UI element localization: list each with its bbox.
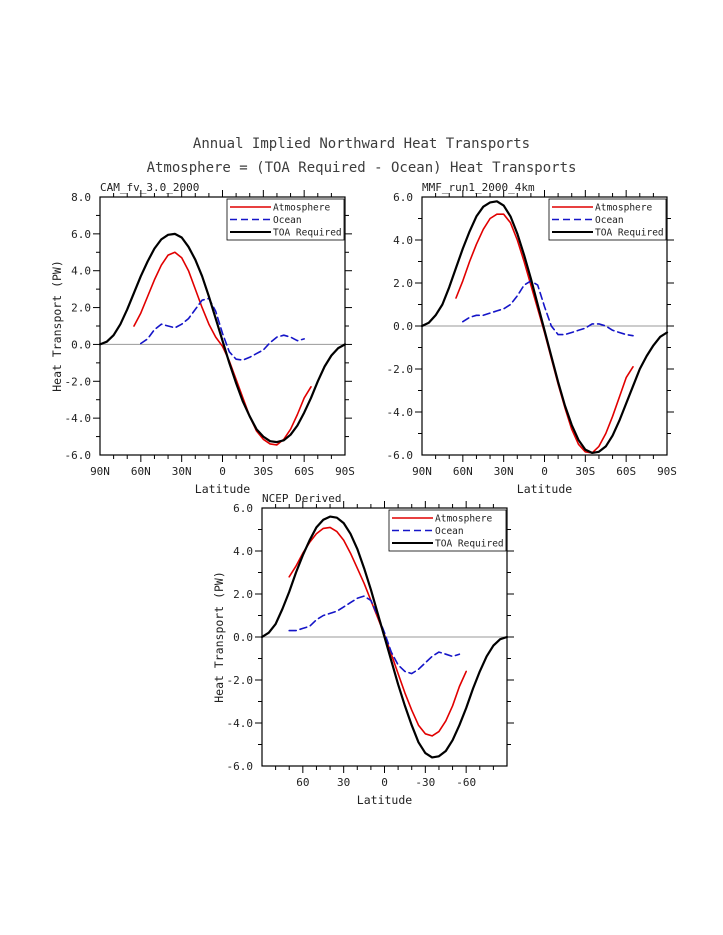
- legend-label: TOA Required: [435, 539, 504, 550]
- x-tick-label: 90S: [657, 465, 677, 478]
- chart-title: MMF_run1_2000_4km: [422, 181, 535, 194]
- x-tick-label: 60S: [616, 465, 636, 478]
- x-tick-label: 60S: [294, 465, 314, 478]
- y-tick-label: 4.0: [71, 265, 91, 278]
- figure-subtitle: Atmosphere = (TOA Required - Ocean) Heat…: [146, 160, 577, 176]
- x-tick-label: 0: [381, 776, 388, 789]
- y-tick-label: 4.0: [233, 545, 253, 558]
- x-tick-label: -60: [456, 776, 476, 789]
- legend-label: TOA Required: [273, 228, 342, 239]
- y-tick-label: -4.0: [65, 412, 92, 425]
- x-tick-label: -30: [415, 776, 435, 789]
- legend-label: TOA Required: [595, 228, 664, 239]
- x-tick-label: 60: [296, 776, 309, 789]
- chart-ncep-derived: 60 30 0 -30 -60 -6.0 -4.0 -2.0 0.0 2.0 4.0 6.0 NCEP …: [212, 492, 514, 807]
- axis-tick-labels: 60 30 0 -30 -60 -6.0 -4.0 -2.0 0.0 2.0 4.0 6.0: [227, 502, 477, 789]
- series-toa-required: [420, 200, 669, 454]
- y-tick-label: 4.0: [393, 234, 413, 247]
- x-tick-label: 30S: [253, 465, 273, 478]
- x-tick-label: 90N: [412, 465, 432, 478]
- y-tick-label: 6.0: [233, 502, 253, 515]
- y-tick-label: 2.0: [233, 588, 253, 601]
- chart-block-ncep-derived: 60 30 0 -30 -60 -6.0 -4.0 -2.0 0.0 2.0 4.0 6.0 NCEP …: [210, 490, 537, 812]
- y-tick-label: -6.0: [387, 449, 414, 462]
- axis-tick-labels: 90N 60N 30N 0 30S 60S 90S -6.0 -4.0 -2.0 0.0 2.0 4.0…: [387, 191, 677, 478]
- series-ocean: [462, 280, 634, 337]
- y-tick-label: -6.0: [227, 760, 254, 773]
- x-axis-label: Latitude: [517, 482, 572, 496]
- series-toa-required: [260, 515, 509, 759]
- figure-header: Annual Implied Northward Heat Transports…: [0, 136, 723, 176]
- y-tick-label: -2.0: [227, 674, 254, 687]
- x-tick-label: 30S: [575, 465, 595, 478]
- x-tick-label: 30: [337, 776, 350, 789]
- x-axis-label: Latitude: [195, 482, 250, 496]
- y-tick-label: 0.0: [71, 338, 91, 351]
- series-ocean: [140, 297, 306, 361]
- series-ocean: [288, 595, 461, 675]
- y-tick-label: -6.0: [65, 449, 92, 462]
- axis-ticks: [255, 501, 514, 773]
- chart-block-cam-fv-3-0-2000: 90N 60N 30N 0 30S 60S 90S -6.0 -4.0 -2.0 0.0 2.0 4.0…: [48, 179, 375, 501]
- x-tick-label: 90S: [335, 465, 355, 478]
- axis-ticks: [93, 190, 352, 462]
- y-tick-label: -4.0: [227, 717, 254, 730]
- chart-title: NCEP Derived: [262, 492, 341, 505]
- chart-cam-fv-3-0-2000: 90N 60N 30N 0 30S 60S 90S -6.0 -4.0 -2.0 0.0 2.0 4.0…: [50, 181, 355, 496]
- legend-label: Ocean: [273, 215, 302, 226]
- x-tick-label: 60N: [453, 465, 473, 478]
- x-tick-label: 30N: [172, 465, 192, 478]
- y-axis-label: Heat Transport (PW): [50, 260, 64, 392]
- y-tick-label: 6.0: [393, 191, 413, 204]
- y-tick-label: 8.0: [71, 191, 91, 204]
- y-tick-label: 0.0: [233, 631, 253, 644]
- legend-label: Atmosphere: [273, 203, 330, 214]
- series-atmosphere: [133, 251, 312, 446]
- chart-block-mmf-run1-2000-4km: 90N 60N 30N 0 30S 60S 90S -6.0 -4.0 -2.0 0.0 2.0 4.0…: [370, 179, 697, 501]
- series-toa-required: [98, 232, 347, 444]
- y-tick-label: 2.0: [71, 302, 91, 315]
- axis-tick-labels: 90N 60N 30N 0 30S 60S 90S -6.0 -4.0 -2.0 0.0 2.0 4.0…: [65, 191, 355, 478]
- x-tick-label: 0: [219, 465, 226, 478]
- x-tick-label: 0: [541, 465, 548, 478]
- y-tick-label: 2.0: [393, 277, 413, 290]
- legend-label: Atmosphere: [595, 203, 652, 214]
- x-tick-label: 90N: [90, 465, 110, 478]
- y-tick-label: 0.0: [393, 320, 413, 333]
- y-tick-label: 6.0: [71, 228, 91, 241]
- legend-label: Ocean: [595, 215, 624, 226]
- y-tick-label: -4.0: [387, 406, 414, 419]
- figure-title: Annual Implied Northward Heat Transports: [192, 136, 531, 152]
- x-tick-label: 60N: [131, 465, 151, 478]
- y-axis-label: Heat Transport (PW): [212, 571, 226, 703]
- chart-title: CAM_fv_3.0_2000: [100, 181, 199, 194]
- x-axis-label: Latitude: [357, 793, 412, 807]
- series-atmosphere: [288, 526, 468, 737]
- axis-ticks: [415, 190, 674, 462]
- legend-label: Atmosphere: [435, 514, 492, 525]
- x-tick-label: 30N: [494, 465, 514, 478]
- y-tick-label: -2.0: [65, 375, 92, 388]
- legend-label: Ocean: [435, 526, 464, 537]
- y-tick-label: -2.0: [387, 363, 414, 376]
- chart-mmf-run1-2000-4km: 90N 60N 30N 0 30S 60S 90S -6.0 -4.0 -2.0 0.0 2.0 4.0…: [387, 181, 677, 496]
